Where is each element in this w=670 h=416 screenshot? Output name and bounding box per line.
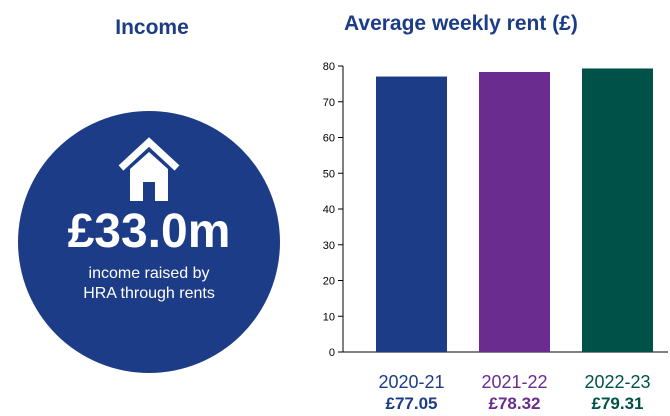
bar-2021-22 — [479, 72, 550, 353]
house-icon — [118, 137, 180, 201]
value-label: £78.32 — [489, 394, 541, 413]
income-title: Income — [115, 16, 189, 39]
bar-2020-21 — [376, 76, 447, 352]
y-tick-label: 10 — [323, 311, 335, 323]
x-tick-label: 2021-22 — [481, 372, 547, 392]
income-amount: £33.0m — [67, 205, 231, 258]
income-caption: income raised by HRA through rents — [18, 264, 280, 304]
x-tick-label: 2022-23 — [584, 372, 650, 392]
y-tick-label: 40 — [323, 204, 335, 216]
chart-title: Average weekly rent (£) — [344, 12, 578, 35]
bar-2022-23 — [582, 68, 653, 353]
income-caption-line-1: income raised by — [88, 265, 210, 282]
value-label: £79.31 — [592, 394, 644, 413]
income-caption-line-2: HRA through rents — [83, 285, 215, 302]
y-tick-label: 30 — [323, 240, 335, 252]
value-label: £77.05 — [386, 394, 438, 413]
y-tick-label: 70 — [323, 97, 335, 109]
y-tick-label: 60 — [323, 133, 335, 145]
y-tick-label: 0 — [329, 347, 335, 359]
y-tick-label: 50 — [323, 168, 335, 180]
y-tick-label: 80 — [323, 61, 335, 73]
x-tick-label: 2020-21 — [378, 372, 444, 392]
y-tick-label: 20 — [323, 276, 335, 288]
